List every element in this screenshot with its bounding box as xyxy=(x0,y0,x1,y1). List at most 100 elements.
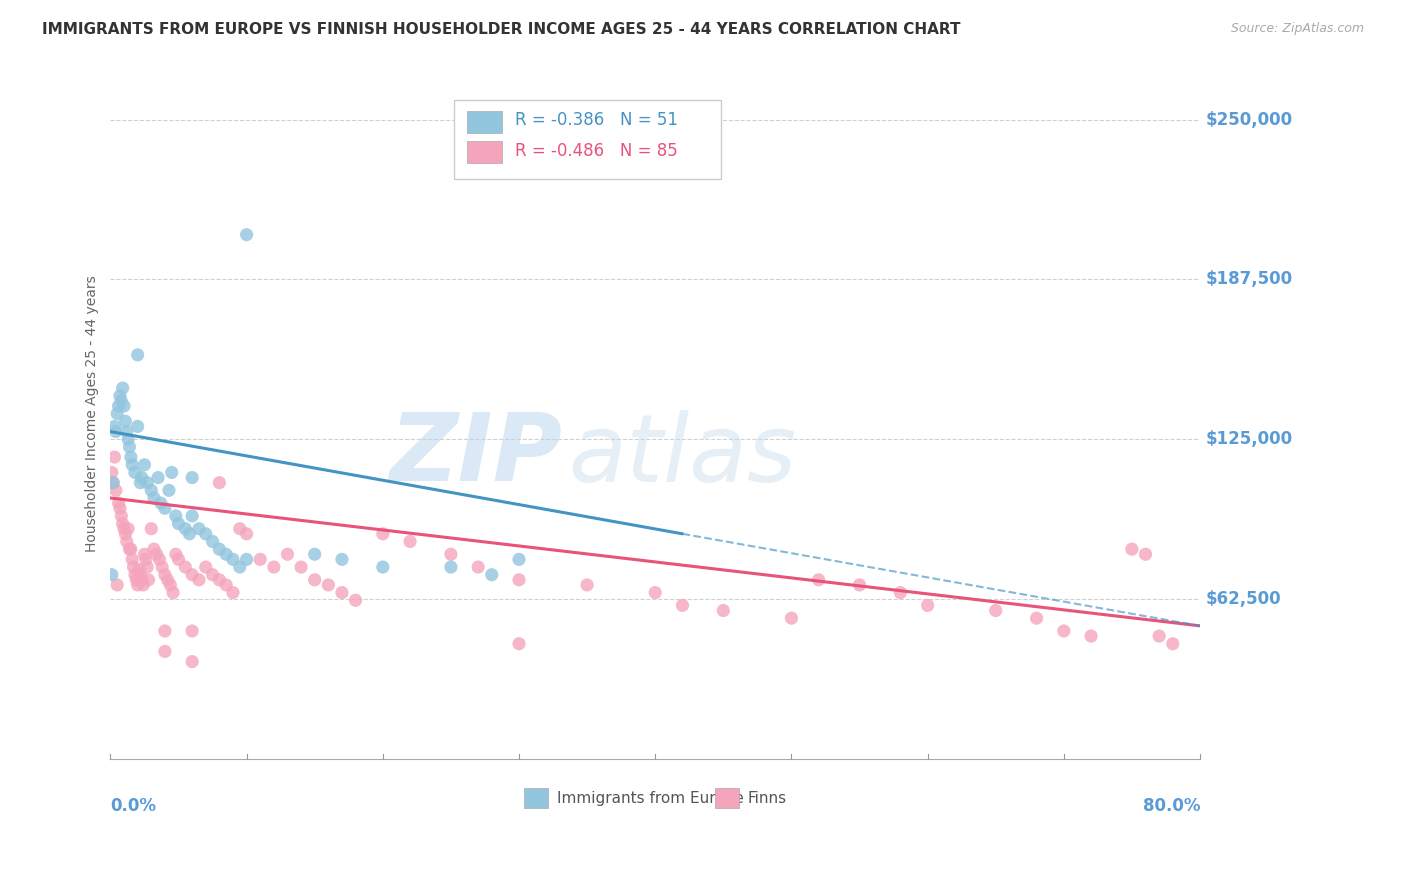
Point xyxy=(136,475,159,490)
Point xyxy=(120,450,142,464)
Point xyxy=(153,501,176,516)
Text: 0.0%: 0.0% xyxy=(111,797,156,814)
Text: $125,000: $125,000 xyxy=(1205,430,1292,448)
Point xyxy=(114,414,136,428)
Point xyxy=(235,552,257,566)
Point xyxy=(125,573,148,587)
Text: $62,500: $62,500 xyxy=(1205,590,1281,608)
Point xyxy=(181,470,204,484)
Point xyxy=(104,483,127,498)
Point xyxy=(107,399,129,413)
Point xyxy=(124,466,146,480)
Point xyxy=(181,508,204,523)
Point xyxy=(1121,542,1143,557)
Point xyxy=(235,227,257,242)
Point xyxy=(135,552,157,566)
Point xyxy=(112,522,135,536)
Point xyxy=(141,483,163,498)
Point xyxy=(114,526,136,541)
Point xyxy=(889,585,911,599)
Point xyxy=(136,560,159,574)
Point xyxy=(671,599,693,613)
Point xyxy=(917,599,939,613)
Point xyxy=(1161,637,1184,651)
Point xyxy=(165,547,187,561)
Point xyxy=(105,578,128,592)
Point xyxy=(711,603,734,617)
Point xyxy=(138,573,160,587)
Point xyxy=(222,552,245,566)
Point xyxy=(111,516,134,531)
Point xyxy=(105,407,128,421)
Point xyxy=(371,526,394,541)
Point xyxy=(208,475,231,490)
Point xyxy=(249,552,271,566)
Point xyxy=(101,475,124,490)
Point xyxy=(149,496,172,510)
Point xyxy=(807,573,830,587)
Bar xyxy=(467,111,502,133)
Point xyxy=(153,567,176,582)
Point xyxy=(118,440,141,454)
Y-axis label: Householder Income Ages 25 - 44 years: Householder Income Ages 25 - 44 years xyxy=(86,276,100,552)
Point xyxy=(1147,629,1170,643)
Point xyxy=(145,547,167,561)
Point xyxy=(146,470,169,484)
Point xyxy=(159,578,181,592)
Point xyxy=(134,458,156,472)
Point xyxy=(440,560,463,574)
Point xyxy=(108,501,131,516)
Point xyxy=(148,552,170,566)
Point xyxy=(179,526,201,541)
Point xyxy=(131,470,153,484)
Text: $250,000: $250,000 xyxy=(1205,111,1292,128)
Point xyxy=(174,560,197,574)
Point xyxy=(108,389,131,403)
Point xyxy=(174,522,197,536)
Point xyxy=(481,567,503,582)
Point xyxy=(118,542,141,557)
Point xyxy=(110,508,132,523)
Point xyxy=(187,573,209,587)
Point xyxy=(122,560,145,574)
Point xyxy=(143,491,166,505)
Point xyxy=(100,466,122,480)
FancyBboxPatch shape xyxy=(454,100,721,179)
Point xyxy=(141,522,163,536)
Point xyxy=(120,542,142,557)
Point xyxy=(201,534,224,549)
Text: R = -0.486   N = 85: R = -0.486 N = 85 xyxy=(515,142,678,160)
Text: atlas: atlas xyxy=(568,409,796,500)
Point xyxy=(187,522,209,536)
Point xyxy=(330,585,353,599)
Bar xyxy=(467,141,502,163)
Point xyxy=(112,399,135,413)
Point xyxy=(129,475,152,490)
Point xyxy=(222,585,245,599)
Point xyxy=(467,560,489,574)
Point xyxy=(165,508,187,523)
Text: Finns: Finns xyxy=(748,790,787,805)
Point xyxy=(330,552,353,566)
Point xyxy=(318,578,340,592)
Point xyxy=(208,542,231,557)
Point xyxy=(160,466,183,480)
Point xyxy=(215,547,238,561)
Point xyxy=(153,624,176,638)
Point xyxy=(1053,624,1076,638)
Point xyxy=(150,560,173,574)
Point xyxy=(1025,611,1047,625)
Point xyxy=(129,567,152,582)
Point xyxy=(848,578,870,592)
Point xyxy=(399,534,422,549)
Point xyxy=(104,425,127,439)
Point xyxy=(984,603,1007,617)
Point xyxy=(124,567,146,582)
Point xyxy=(128,563,150,577)
Point xyxy=(181,624,204,638)
Point xyxy=(194,526,217,541)
Point xyxy=(181,655,204,669)
Point xyxy=(1080,629,1102,643)
Point xyxy=(100,567,122,582)
Point xyxy=(181,567,204,582)
